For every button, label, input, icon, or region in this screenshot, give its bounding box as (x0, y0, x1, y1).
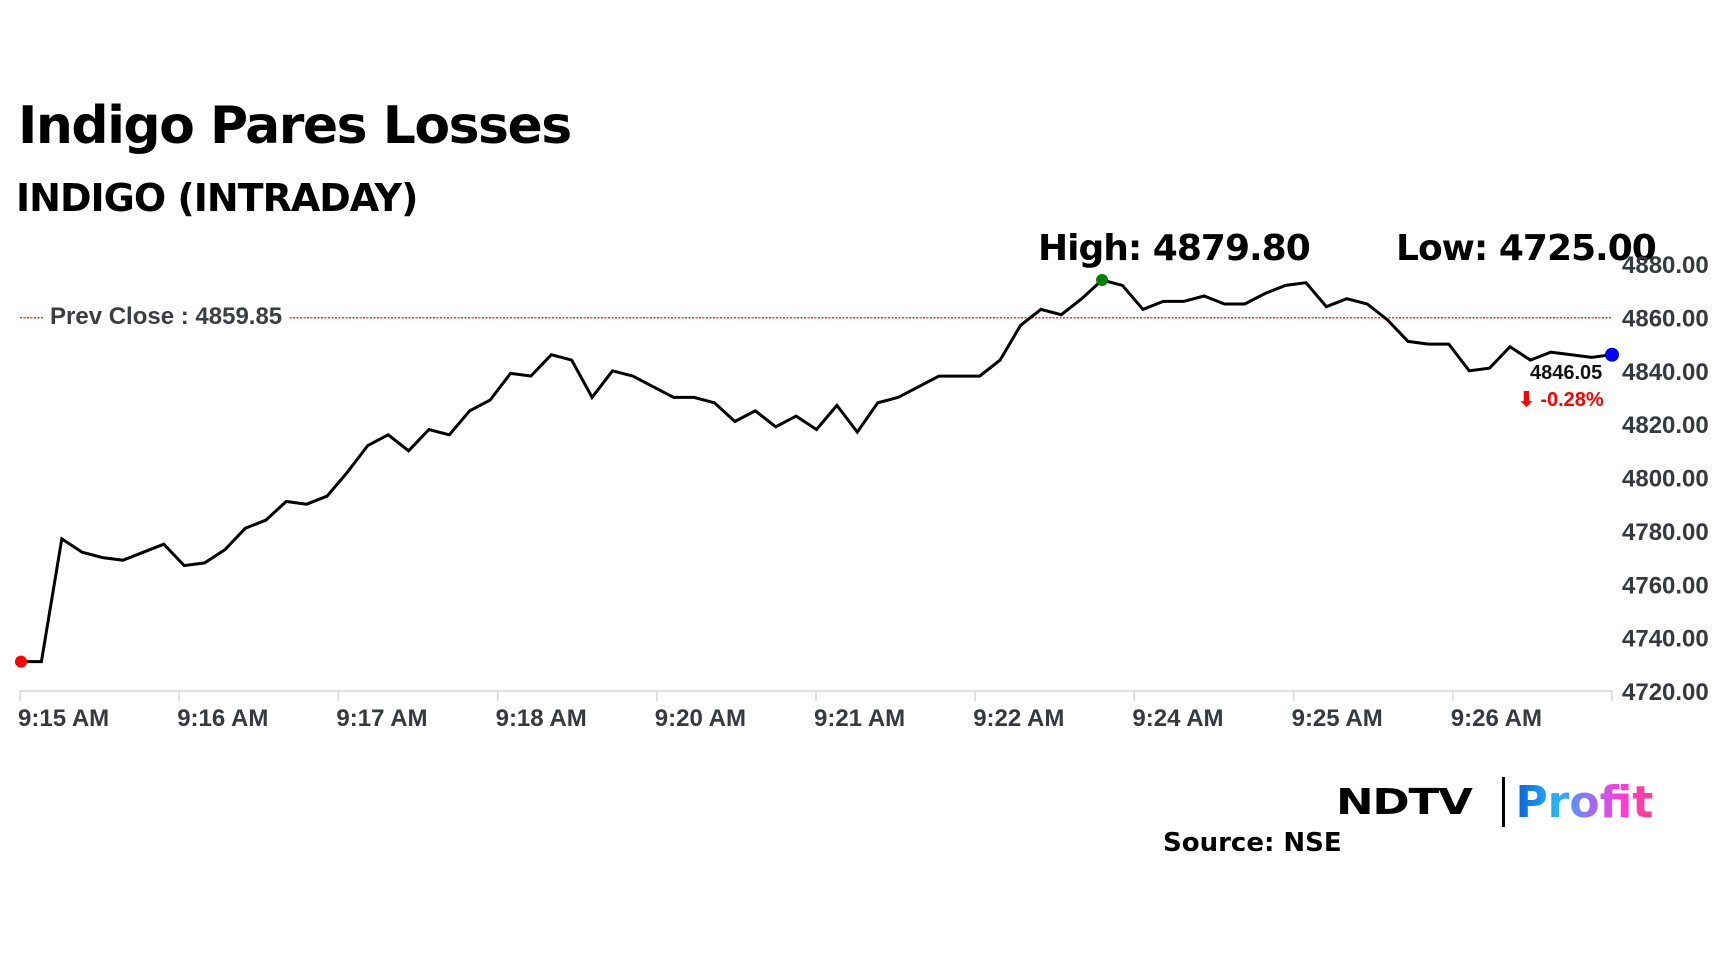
logo-divider (1502, 777, 1506, 827)
x-tick-label: 9:20 AM (655, 705, 746, 732)
y-tick-label: 4820.00 (1622, 412, 1709, 439)
x-tick-label: 9:21 AM (814, 705, 905, 732)
x-tick-label: 9:18 AM (496, 705, 587, 732)
profit-wordmark: Profit (1515, 776, 1654, 828)
chart-subtitle: INDIGO (INTRADAY) (16, 176, 418, 220)
y-tick-label: 4880.00 (1622, 252, 1709, 279)
x-tick-label: 9:16 AM (177, 705, 268, 732)
x-tick-label: 9:17 AM (336, 705, 427, 732)
y-tick-label: 4860.00 (1622, 305, 1709, 332)
prev-close-label: Prev Close : 4859.85 (44, 302, 289, 331)
chart-title: Indigo Pares Losses (18, 96, 572, 156)
y-tick-label: 4840.00 (1622, 359, 1709, 386)
x-axis: 9:15 AM 9:16 AM 9:17 AM 9:18 AM 9:20 AM 9:21 … (18, 690, 1613, 732)
y-tick-label: 4740.00 (1622, 626, 1709, 653)
x-tick-label: 9:26 AM (1451, 705, 1542, 732)
high-marker (1096, 274, 1109, 287)
x-tick-label: 9:15 AM (18, 705, 109, 732)
y-tick-label: 4800.00 (1622, 466, 1709, 493)
y-axis: 4880.00 4860.00 4840.00 4820.00 4800.00 4780.… (1622, 252, 1709, 706)
y-tick-label: 4760.00 (1622, 572, 1709, 599)
low-label: Low: 4725.00 (1396, 228, 1657, 269)
price-line (21, 278, 1613, 664)
source-note: Source: NSE (1163, 828, 1342, 858)
y-tick-label: 4720.00 (1622, 679, 1709, 706)
x-tick-label: 9:24 AM (1132, 705, 1223, 732)
ndtv-profit-logo: NDTV Profit (1336, 772, 1653, 832)
open-marker (15, 655, 27, 668)
change-percent-label: ⬇ -0.28% (1518, 389, 1604, 411)
y-tick-label: 4780.00 (1622, 519, 1709, 546)
x-tick-label: 9:22 AM (973, 705, 1064, 732)
ndtv-wordmark: NDTV (1336, 781, 1473, 823)
last-price-label: 4846.05 (1530, 362, 1603, 384)
last-marker (1605, 347, 1619, 362)
x-tick-label: 9:25 AM (1292, 705, 1383, 732)
high-label: High: 4879.80 (1038, 228, 1311, 269)
